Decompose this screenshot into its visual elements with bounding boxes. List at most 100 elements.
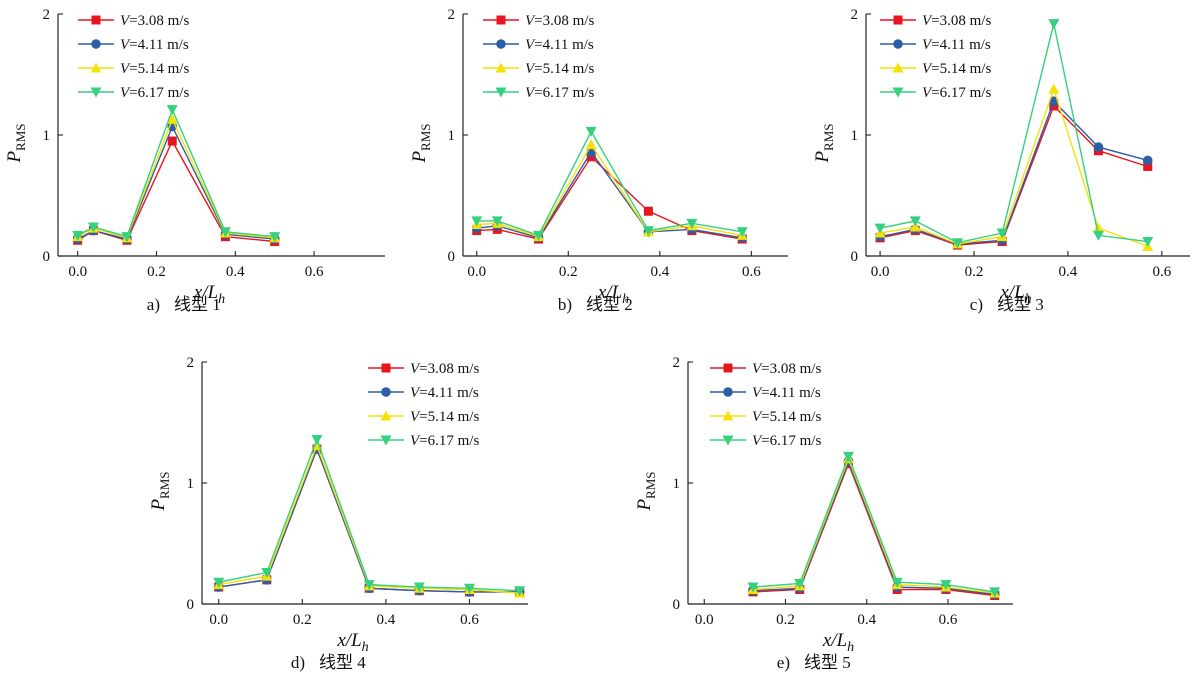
data-point <box>989 587 1001 598</box>
legend-marker <box>722 410 734 421</box>
data-point <box>642 226 654 237</box>
data-point <box>940 580 952 591</box>
data-point <box>311 434 323 445</box>
data-point <box>996 228 1008 239</box>
y-tick-label: 1 <box>673 476 681 492</box>
x-tick-label: 0.0 <box>871 264 890 280</box>
chart-panel-1: 0 1 2 0.0 0.2 0.4 0.6 x/Lh PRMS V=3.08 m/s V=4.11 … <box>4 7 385 314</box>
x-axis-label: x/Lh <box>822 630 854 655</box>
y-tick-label: 2 <box>448 7 456 23</box>
data-point <box>166 105 178 116</box>
panel-caption-letter: c) <box>970 295 983 314</box>
x-tick-label: 0.2 <box>559 264 578 280</box>
data-point <box>219 227 231 238</box>
legend-marker <box>495 62 507 73</box>
x-tick-label: 0.0 <box>209 612 228 628</box>
x-axis-label: x/Lh <box>336 630 368 655</box>
y-tick-label: 1 <box>43 128 51 144</box>
legend-label: V=5.14 m/s <box>922 61 991 77</box>
legend-marker <box>90 62 102 73</box>
data-point <box>909 216 921 227</box>
y-axis-label: PRMS <box>409 123 433 163</box>
series-line-1 <box>476 155 743 240</box>
x-tick-label: 0.2 <box>965 264 984 280</box>
x-tick-label: 0.6 <box>305 264 324 280</box>
x-tick-label: 0.2 <box>293 612 312 628</box>
legend-marker <box>91 39 101 49</box>
data-point <box>842 451 854 462</box>
x-tick-label: 0.0 <box>467 264 486 280</box>
series-line-4 <box>752 454 995 593</box>
y-axis-label: PRMS <box>4 123 28 163</box>
panel-caption-letter: b) <box>558 295 572 314</box>
panel-caption-letter: d) <box>291 653 305 672</box>
x-tick-label: 0.2 <box>147 264 166 280</box>
series-line-4 <box>77 107 275 238</box>
y-axis-label: PRMS <box>634 471 658 511</box>
panel-caption-letter: e) <box>777 653 790 672</box>
legend-marker <box>893 39 903 49</box>
legend-marker <box>892 87 904 98</box>
x-tick-label: 0.4 <box>1059 264 1078 280</box>
data-point <box>413 582 425 593</box>
data-point <box>909 221 921 232</box>
legend-marker <box>91 15 101 25</box>
legend-label: V=3.08 m/s <box>525 13 594 29</box>
chart-panel-2: 0 1 2 0.0 0.2 0.4 0.6 x/Lh PRMS V=3.08 m/s V=4.11 … <box>409 7 788 314</box>
legend-marker <box>380 435 392 446</box>
legend-marker <box>722 435 734 446</box>
x-tick-label: 0.6 <box>1152 264 1171 280</box>
legend-label: V=3.08 m/s <box>752 361 821 377</box>
chart-panel-5: 0 1 2 0.0 0.2 0.4 0.6 x/Lh PRMS V=3.08 m/s V=4.11 … <box>634 355 1013 672</box>
data-point <box>794 578 806 589</box>
series-line-2 <box>879 99 1148 245</box>
series-line-1 <box>752 461 995 597</box>
panel-caption-text: 线型 3 <box>997 295 1044 314</box>
legend-marker <box>380 410 392 421</box>
x-tick-label: 0.4 <box>226 264 245 280</box>
data-point <box>874 223 886 234</box>
legend-label: V=6.17 m/s <box>525 85 594 101</box>
y-tick-label: 2 <box>673 355 681 371</box>
legend-marker <box>496 39 506 49</box>
y-tick-label: 1 <box>448 128 456 144</box>
data-point <box>952 238 964 249</box>
data-point <box>1142 236 1154 247</box>
legend-label: V=5.14 m/s <box>752 409 821 425</box>
y-tick-label: 2 <box>43 7 51 23</box>
data-point <box>643 206 653 216</box>
x-axis-label: x/Lh <box>597 282 629 307</box>
legend-label: V=4.11 m/s <box>525 37 594 53</box>
panel-caption-text: 线型 2 <box>586 295 633 314</box>
legend-label: V=3.08 m/s <box>410 361 479 377</box>
x-tick-label: 0.4 <box>650 264 669 280</box>
legend-label: V=6.17 m/s <box>922 85 991 101</box>
legend-marker <box>495 87 507 98</box>
y-axis-label: PRMS <box>812 123 836 163</box>
legend-label: V=4.11 m/s <box>410 385 479 401</box>
chart-panel-4: 0 1 2 0.0 0.2 0.4 0.6 x/Lh PRMS V=3.08 m/s V=4.11 … <box>148 355 528 672</box>
y-tick-label: 0 <box>187 597 195 613</box>
y-tick-label: 1 <box>187 476 195 492</box>
data-point <box>1092 230 1104 241</box>
data-point <box>1049 101 1059 111</box>
panel-caption-text: 线型 5 <box>804 653 851 672</box>
data-point <box>166 113 178 124</box>
legend-marker <box>893 15 903 25</box>
legend-label: V=6.17 m/s <box>410 433 479 449</box>
data-point <box>736 227 748 238</box>
series-line-4 <box>218 437 520 592</box>
data-point <box>471 216 483 227</box>
x-axis-label: x/Lh <box>999 282 1031 307</box>
legend-marker <box>723 387 733 397</box>
legend-label: V=6.17 m/s <box>120 85 189 101</box>
legend-label: V=5.14 m/s <box>525 61 594 77</box>
series-line-1 <box>879 104 1148 246</box>
legend-marker <box>90 87 102 98</box>
legend-label: V=4.11 m/s <box>922 37 991 53</box>
x-tick-label: 0.6 <box>939 612 958 628</box>
x-axis-label: x/Lh <box>193 282 225 307</box>
data-point <box>363 580 375 591</box>
y-tick-label: 0 <box>851 249 859 265</box>
